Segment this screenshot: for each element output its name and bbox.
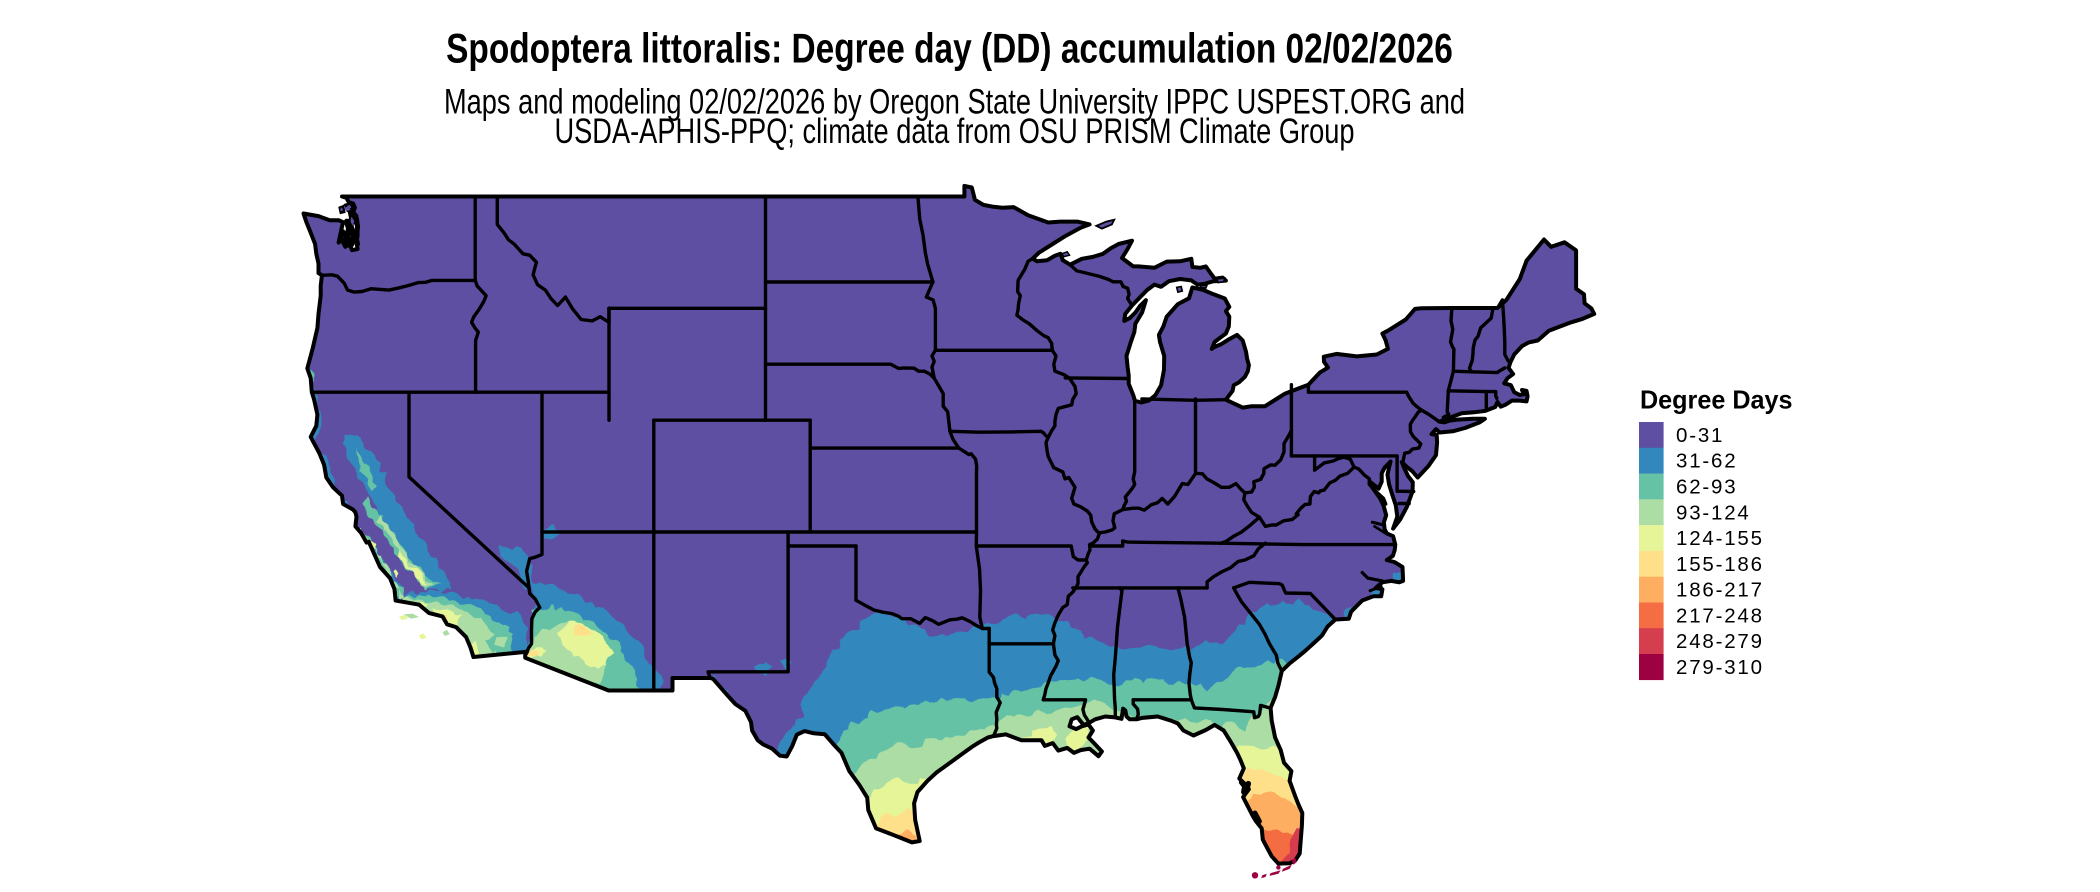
svg-text:279-310: 279-310 [1676,656,1764,679]
svg-text:31-62: 31-62 [1676,450,1737,473]
svg-text:Maps and modeling 02/02/2026 b: Maps and modeling 02/02/2026 by Oregon S… [444,82,1465,121]
svg-text:124-155: 124-155 [1676,527,1764,550]
svg-text:0-31: 0-31 [1676,424,1724,447]
svg-text:93-124: 93-124 [1676,501,1751,524]
svg-text:186-217: 186-217 [1676,579,1764,602]
svg-text:62-93: 62-93 [1676,476,1737,499]
svg-text:248-279: 248-279 [1676,630,1764,653]
svg-text:217-248: 217-248 [1676,604,1764,627]
svg-text:155-186: 155-186 [1676,553,1764,576]
svg-text:USDA-APHIS-PPQ; climate data f: USDA-APHIS-PPQ; climate data from OSU PR… [555,112,1355,151]
svg-text:Spodoptera littoralis: Degree: Spodoptera littoralis: Degree day (DD) a… [446,25,1453,72]
svg-text:Degree Days: Degree Days [1640,385,1793,415]
